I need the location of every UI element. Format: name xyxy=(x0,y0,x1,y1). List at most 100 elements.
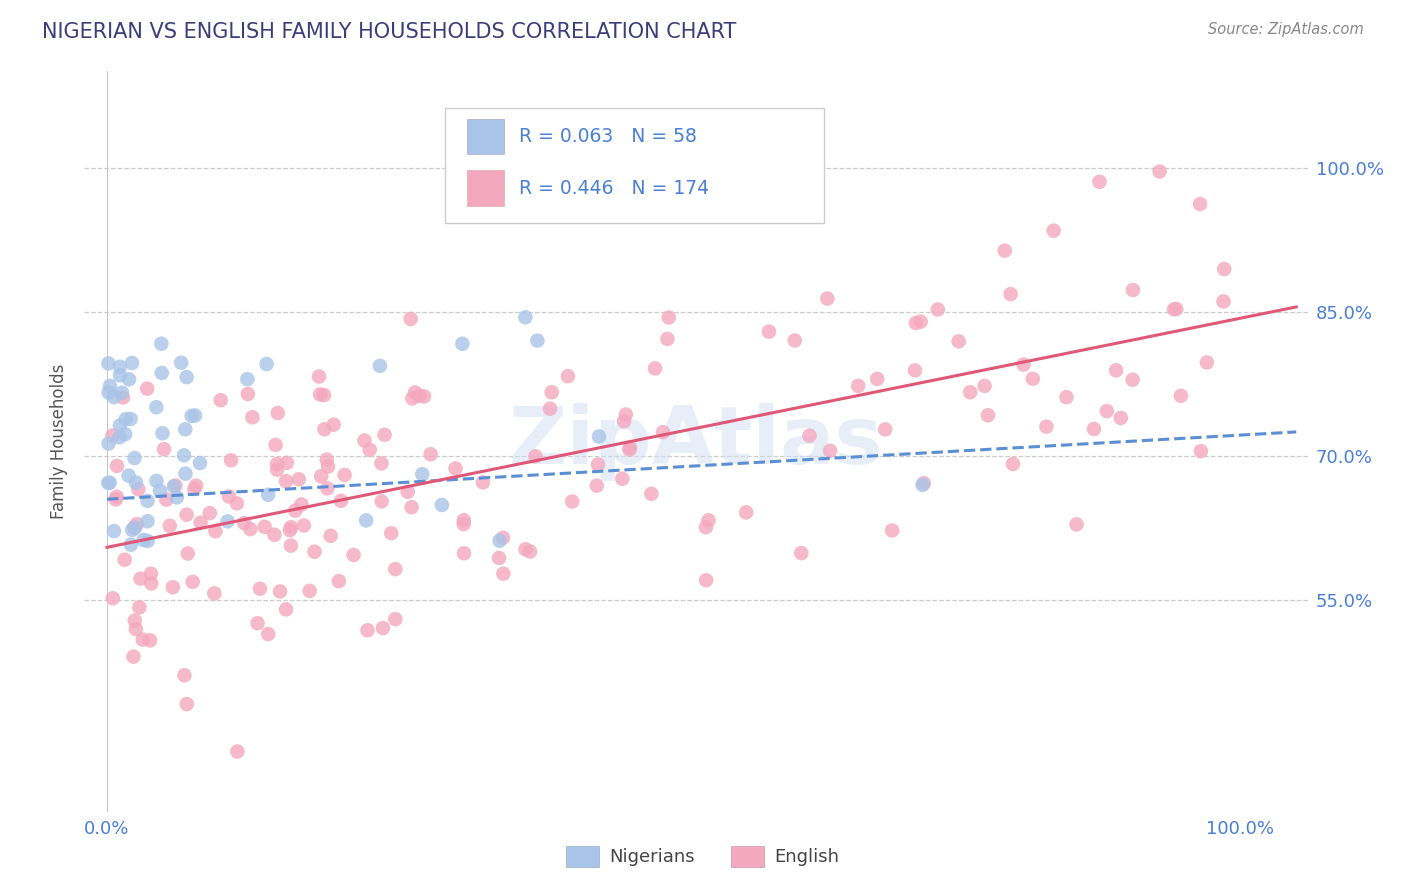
Point xyxy=(173,448,195,462)
Point xyxy=(994,244,1017,258)
Point xyxy=(104,492,127,507)
Point xyxy=(97,385,120,400)
Point xyxy=(188,456,211,470)
Point xyxy=(166,491,188,505)
Point xyxy=(163,479,186,493)
Point xyxy=(526,334,548,348)
Point xyxy=(1195,355,1218,369)
Point xyxy=(519,544,541,558)
Point xyxy=(132,533,155,547)
Point xyxy=(257,627,280,641)
Point xyxy=(284,503,307,517)
Point xyxy=(173,668,195,682)
Point xyxy=(105,490,128,504)
Point xyxy=(120,538,142,552)
Point xyxy=(257,488,280,502)
Point xyxy=(1109,411,1132,425)
Point xyxy=(368,359,391,373)
Point xyxy=(125,516,148,531)
Point xyxy=(288,472,311,486)
Point xyxy=(904,363,927,377)
Point xyxy=(204,524,226,539)
Point xyxy=(586,458,609,472)
Point xyxy=(274,474,297,488)
Point xyxy=(218,490,240,504)
Point xyxy=(276,456,298,470)
Point xyxy=(614,408,637,422)
Point xyxy=(328,574,350,588)
Point xyxy=(419,447,441,461)
Point xyxy=(640,487,662,501)
Point xyxy=(233,516,256,530)
Point xyxy=(471,475,494,490)
Point xyxy=(202,586,225,600)
Point xyxy=(269,584,291,599)
Point xyxy=(524,450,547,464)
Point xyxy=(1095,404,1118,418)
Point xyxy=(108,359,131,374)
Point xyxy=(371,621,394,635)
Point xyxy=(217,514,239,528)
Point xyxy=(875,422,897,436)
Point xyxy=(127,483,149,497)
Point xyxy=(159,518,181,533)
Point xyxy=(290,498,312,512)
Point xyxy=(1022,372,1045,386)
Point xyxy=(101,428,124,442)
Point xyxy=(451,336,474,351)
Point xyxy=(267,406,290,420)
Point xyxy=(242,410,264,425)
Legend: Nigerians, English: Nigerians, English xyxy=(560,838,846,874)
Point xyxy=(177,547,200,561)
Point xyxy=(236,387,259,401)
Point xyxy=(1056,390,1078,404)
Point xyxy=(783,334,806,348)
Point xyxy=(1122,373,1144,387)
Point xyxy=(973,379,995,393)
Point xyxy=(413,389,436,403)
Point xyxy=(124,614,146,628)
Point xyxy=(118,372,141,386)
Point xyxy=(103,524,125,538)
Text: ZipAtlas: ZipAtlas xyxy=(509,402,883,481)
Point xyxy=(153,442,176,457)
Point xyxy=(1122,283,1144,297)
Point xyxy=(453,517,475,532)
Point xyxy=(108,418,131,433)
Point xyxy=(150,366,173,380)
Point xyxy=(540,385,562,400)
Point xyxy=(866,372,889,386)
Point xyxy=(98,379,121,393)
Point xyxy=(136,533,159,548)
Point xyxy=(1166,301,1188,316)
Point xyxy=(1212,294,1234,309)
Point xyxy=(108,430,131,444)
Point xyxy=(330,493,353,508)
Point xyxy=(165,478,187,492)
Point xyxy=(444,461,467,475)
Point xyxy=(139,566,162,581)
Point xyxy=(174,467,197,481)
Point xyxy=(651,425,673,440)
Point xyxy=(97,436,120,450)
Point xyxy=(557,369,579,384)
Point xyxy=(322,417,344,432)
Point xyxy=(176,508,198,522)
Point xyxy=(333,467,356,482)
Y-axis label: Family Households: Family Households xyxy=(51,364,69,519)
Point xyxy=(249,582,271,596)
Point xyxy=(97,475,120,490)
Point xyxy=(315,452,337,467)
Point xyxy=(1105,363,1128,377)
Point xyxy=(125,622,148,636)
Point xyxy=(111,391,134,405)
Point xyxy=(298,583,321,598)
Point xyxy=(697,513,720,527)
Point xyxy=(561,494,583,508)
Point xyxy=(136,514,159,528)
Point xyxy=(136,494,159,508)
Point xyxy=(176,697,198,711)
Point xyxy=(430,498,453,512)
Point xyxy=(174,422,197,436)
Point xyxy=(132,632,155,647)
